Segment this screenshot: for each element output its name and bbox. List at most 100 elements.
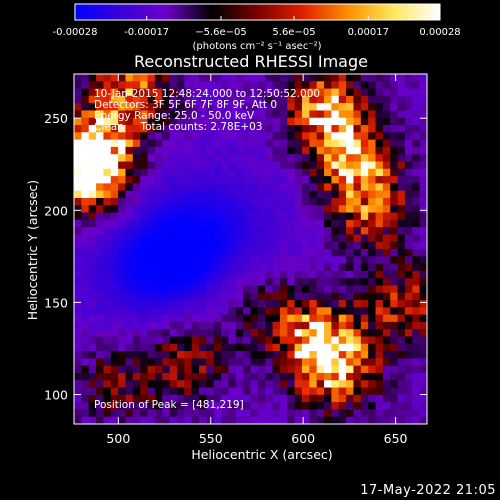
heatmap-cell <box>287 227 296 235</box>
heatmap-cell <box>228 336 237 345</box>
heatmap-cell <box>301 365 310 374</box>
heatmap-cell <box>265 278 273 286</box>
heatmap-cell <box>419 168 428 177</box>
heatmap-cell <box>375 263 384 272</box>
heatmap-cell <box>250 372 259 381</box>
colorbar-tick-label: -0.00028 <box>53 27 98 38</box>
annotation-clean-counts: Clean Total counts: 2.78E+03 <box>94 121 263 133</box>
heatmap-cell <box>125 270 134 279</box>
heatmap-cell <box>243 329 251 337</box>
heatmap-cell <box>353 117 362 126</box>
heatmap-cell <box>206 168 215 177</box>
heatmap-cell <box>265 270 273 279</box>
heatmap-cell <box>412 161 421 170</box>
heatmap-cell <box>147 300 156 308</box>
heatmap-cell <box>110 270 119 279</box>
heatmap-cell <box>199 249 207 257</box>
heatmap-cell <box>162 402 171 410</box>
heatmap-cell <box>88 380 97 388</box>
heatmap-cell <box>81 205 90 213</box>
heatmap-cell <box>404 234 413 243</box>
heatmap-cell <box>294 387 303 396</box>
heatmap-cell <box>235 227 244 235</box>
heatmap-cell <box>74 409 82 418</box>
heatmap-cell <box>250 183 259 192</box>
heatmap-cell <box>390 409 398 418</box>
heatmap-cell <box>199 227 207 235</box>
heatmap-cell <box>74 329 82 337</box>
heatmap-cell <box>324 300 332 308</box>
heatmap-cell <box>221 132 229 141</box>
heatmap-cell <box>338 88 347 97</box>
heatmap-cell <box>243 278 251 286</box>
heatmap-cell <box>162 409 171 418</box>
heatmap-cell <box>390 402 398 410</box>
heatmap-cell <box>412 219 421 228</box>
heatmap-cell <box>279 416 288 425</box>
heatmap-cell <box>176 343 185 352</box>
heatmap-cell <box>191 249 200 257</box>
heatmap-cell <box>412 307 421 316</box>
heatmap-cell <box>353 285 362 294</box>
heatmap-cell <box>397 270 406 279</box>
heatmap-cell <box>404 263 413 272</box>
heatmap-cell <box>221 183 229 192</box>
heatmap-cell <box>132 365 141 374</box>
heatmap-cell <box>118 314 126 323</box>
heatmap-cell <box>331 205 340 213</box>
heatmap-cell <box>324 168 332 177</box>
heatmap-cell <box>324 285 332 294</box>
heatmap-cell <box>346 88 354 97</box>
heatmap-cell <box>228 74 237 82</box>
heatmap-cell <box>265 103 273 111</box>
heatmap-cell <box>154 307 163 316</box>
heatmap-cell <box>309 416 318 425</box>
heatmap-cell <box>221 161 229 170</box>
heatmap-cell <box>206 343 215 352</box>
heatmap-cell <box>397 197 406 206</box>
heatmap-cell <box>257 117 266 126</box>
heatmap-cell <box>88 285 97 294</box>
heatmap-cell <box>301 95 310 104</box>
heatmap-cell <box>96 343 104 352</box>
heatmap-cell <box>221 263 229 272</box>
heatmap-cell <box>294 219 303 228</box>
heatmap-cell <box>191 74 200 82</box>
heatmap-cell <box>191 314 200 323</box>
heatmap-cell <box>346 263 354 272</box>
heatmap-cell <box>404 74 413 82</box>
heatmap-cell <box>74 227 82 235</box>
heatmap-cell <box>125 263 134 272</box>
annotation-peak: Position of Peak = [481,219] <box>94 399 244 411</box>
heatmap-cell <box>147 205 156 213</box>
heatmap-cell <box>74 81 82 89</box>
heatmap-cell <box>309 402 318 410</box>
heatmap-cell <box>331 336 340 345</box>
heatmap-cell <box>221 168 229 177</box>
heatmap-cell <box>147 154 156 162</box>
heatmap-cell <box>110 263 119 272</box>
heatmap-cell <box>301 219 310 228</box>
heatmap-cell <box>235 132 244 141</box>
heatmap-cell <box>368 176 376 184</box>
heatmap-cell <box>206 321 215 330</box>
heatmap-cell <box>206 88 215 97</box>
heatmap-cell <box>154 263 163 272</box>
heatmap-cell <box>81 197 90 206</box>
heatmap-cell <box>162 270 171 279</box>
heatmap-cell <box>110 132 119 141</box>
heatmap-cell <box>404 154 413 162</box>
heatmap-cell <box>88 197 97 206</box>
heatmap-cell <box>382 336 391 345</box>
heatmap-cell <box>88 74 97 82</box>
heatmap-cell <box>88 351 97 359</box>
heatmap-cell <box>140 183 148 192</box>
heatmap-cell <box>213 416 222 425</box>
heatmap-cell <box>169 270 178 279</box>
heatmap-cell <box>199 212 207 221</box>
heatmap-cell <box>346 241 354 250</box>
heatmap-cell <box>162 285 171 294</box>
heatmap-cell <box>250 117 259 126</box>
heatmap-cell <box>191 321 200 330</box>
heatmap-cell <box>206 74 215 82</box>
